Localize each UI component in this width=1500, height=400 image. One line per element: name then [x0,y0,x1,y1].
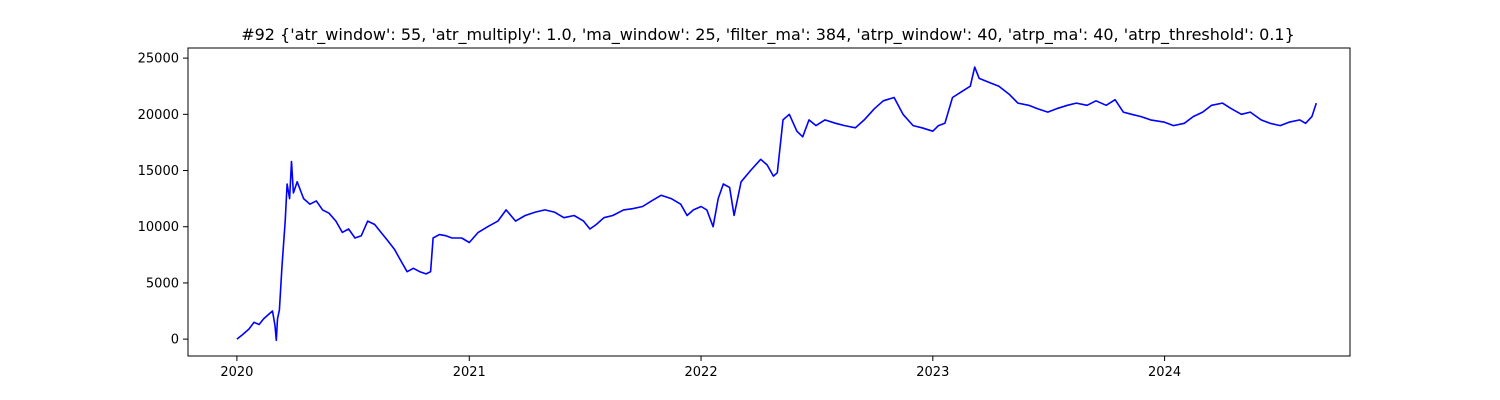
chart-title: #92 {'atr_window': 55, 'atr_multiply': 1… [241,25,1295,45]
y-tick-label: 5000 [146,276,179,291]
x-tick-label: 2022 [685,365,718,380]
y-tick-label: 25000 [138,52,179,67]
series-line [236,66,1318,342]
y-tick-label: 10000 [138,220,179,235]
x-axis: 2020 2021 2022 2023 2024 [220,356,1181,380]
plot-area-frame [187,47,1351,357]
x-tick-label: 2021 [453,365,486,380]
x-tick-label: 2020 [220,365,253,380]
y-axis: 0 5000 10000 15000 20000 25000 [138,52,188,348]
y-tick-label: 0 [171,333,179,348]
x-tick-label: 2023 [916,365,949,380]
y-tick-label: 20000 [138,108,179,123]
x-tick-label: 2024 [1148,365,1181,380]
y-tick-label: 15000 [138,164,179,179]
series-layer [236,66,1318,342]
